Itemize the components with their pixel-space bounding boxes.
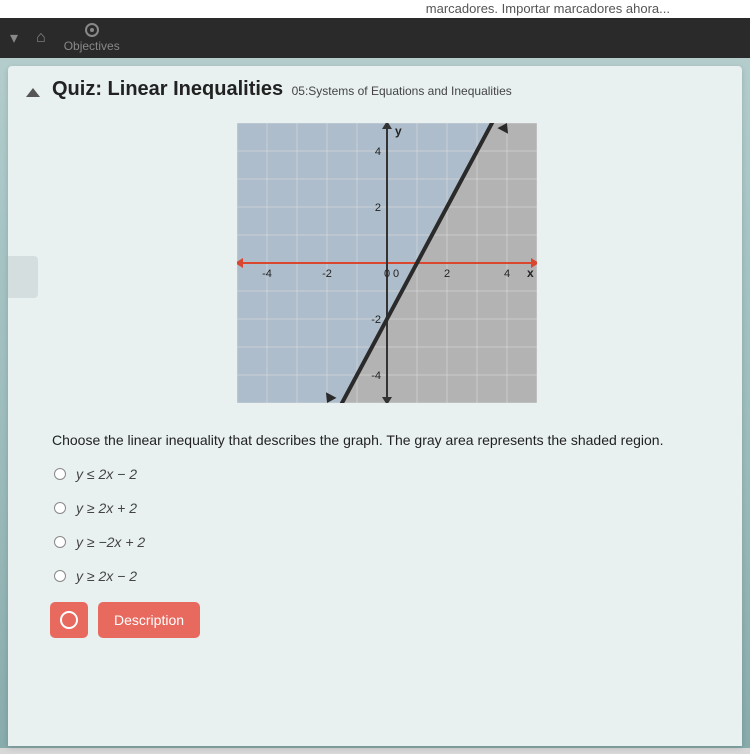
objectives-label: Objectives bbox=[64, 39, 120, 53]
dropdown-icon[interactable]: ▾ bbox=[10, 28, 18, 48]
question-text: Choose the linear inequality that descri… bbox=[52, 432, 722, 448]
radio-icon[interactable] bbox=[54, 570, 66, 582]
svg-text:-4: -4 bbox=[371, 370, 381, 382]
side-tab[interactable] bbox=[8, 256, 38, 298]
answer-label: y ≥ 2x + 2 bbox=[76, 500, 137, 516]
os-taskbar bbox=[0, 748, 750, 754]
history-button[interactable] bbox=[50, 602, 88, 638]
answer-label: y ≥ −2x + 2 bbox=[76, 534, 145, 550]
svg-text:x: x bbox=[527, 266, 534, 280]
svg-text:0: 0 bbox=[384, 268, 390, 280]
svg-text:2: 2 bbox=[375, 202, 381, 214]
svg-text:y: y bbox=[395, 124, 402, 138]
quiz-panel: Quiz: Linear Inequalities 05:Systems of … bbox=[8, 66, 742, 746]
quiz-subtitle: 05:Systems of Equations and Inequalities bbox=[292, 84, 512, 98]
radio-icon[interactable] bbox=[54, 502, 66, 514]
collapse-icon[interactable] bbox=[26, 88, 40, 97]
description-button[interactable]: Description bbox=[98, 602, 200, 638]
quiz-header: Quiz: Linear Inequalities 05:Systems of … bbox=[52, 78, 722, 101]
svg-text:0: 0 bbox=[393, 268, 399, 280]
radio-icon[interactable] bbox=[54, 536, 66, 548]
answer-list: y ≤ 2x − 2 y ≥ 2x + 2 y ≥ −2x + 2 y ≥ 2x… bbox=[54, 466, 722, 584]
answer-option[interactable]: y ≥ −2x + 2 bbox=[54, 534, 722, 550]
answer-label: y ≥ 2x − 2 bbox=[76, 568, 137, 584]
graph-svg: -4 -2 0 2 4 -4 -2 2 4 0 y x bbox=[237, 123, 537, 403]
answer-option[interactable]: y ≥ 2x + 2 bbox=[54, 500, 722, 516]
bottom-button-bar: Description bbox=[50, 602, 722, 638]
svg-text:-4: -4 bbox=[262, 268, 272, 280]
svg-text:4: 4 bbox=[504, 268, 510, 280]
graph-container: -4 -2 0 2 4 -4 -2 2 4 0 y x bbox=[52, 123, 722, 408]
svg-text:-2: -2 bbox=[322, 268, 332, 280]
answer-label: y ≤ 2x − 2 bbox=[76, 466, 137, 482]
browser-bookmark-hint: marcadores. Importar marcadores ahora... bbox=[0, 0, 750, 18]
radio-icon[interactable] bbox=[54, 468, 66, 480]
top-tab-bar: ▾ ⌂ Objectives bbox=[0, 18, 750, 58]
quiz-title: Quiz: Linear Inequalities bbox=[52, 78, 283, 100]
target-icon bbox=[85, 23, 99, 37]
svg-text:4: 4 bbox=[375, 146, 381, 158]
svg-text:-2: -2 bbox=[371, 314, 381, 326]
inequality-graph: -4 -2 0 2 4 -4 -2 2 4 0 y x bbox=[237, 123, 537, 403]
answer-option[interactable]: y ≥ 2x − 2 bbox=[54, 568, 722, 584]
objectives-tab[interactable]: Objectives bbox=[64, 23, 120, 53]
svg-text:2: 2 bbox=[444, 268, 450, 280]
home-icon[interactable]: ⌂ bbox=[36, 29, 46, 47]
answer-option[interactable]: y ≤ 2x − 2 bbox=[54, 466, 722, 482]
